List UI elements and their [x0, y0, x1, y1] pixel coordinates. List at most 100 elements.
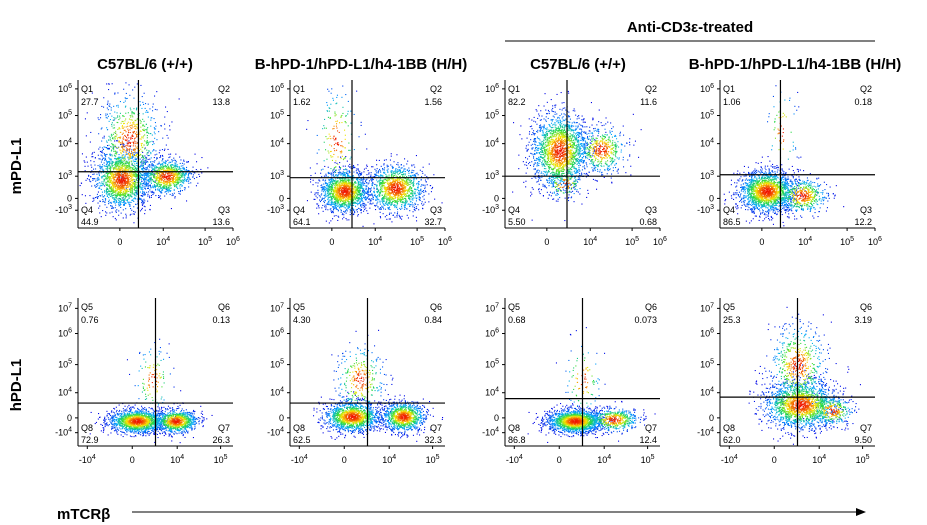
event-dot	[135, 147, 137, 149]
event-dot	[419, 190, 421, 192]
event-dot	[152, 110, 154, 112]
event-dot	[108, 184, 110, 186]
event-dot	[324, 118, 326, 120]
event-dot	[141, 178, 143, 180]
event-dot	[139, 158, 141, 160]
event-dot	[109, 177, 111, 179]
event-dot	[123, 204, 125, 206]
event-dot	[119, 203, 121, 205]
event-dot	[335, 174, 337, 176]
event-dot	[189, 178, 191, 180]
event-dot	[399, 169, 401, 171]
event-dot	[325, 189, 327, 191]
event-dot	[105, 164, 107, 166]
event-dot	[109, 188, 111, 190]
event-dot	[366, 178, 368, 180]
event-dot	[178, 191, 180, 193]
event-dot	[114, 174, 116, 176]
event-dot	[163, 184, 165, 186]
event-dot	[166, 186, 168, 188]
event-dot	[87, 165, 89, 167]
event-dot	[160, 192, 162, 194]
event-dot	[366, 210, 368, 212]
event-dot	[177, 168, 179, 170]
event-dot	[370, 187, 372, 189]
event-dot	[344, 211, 346, 213]
event-dot	[179, 187, 181, 189]
event-dot	[389, 203, 391, 205]
event-dot	[119, 169, 121, 171]
event-dot	[142, 195, 144, 197]
event-dot	[416, 197, 418, 199]
event-dot	[160, 172, 162, 174]
event-dot	[139, 104, 141, 106]
event-dot	[140, 188, 142, 190]
event-dot	[98, 133, 100, 135]
event-dot	[318, 149, 320, 151]
event-dot	[120, 176, 122, 178]
event-dot	[146, 140, 148, 142]
event-dot	[327, 197, 329, 199]
event-dot	[364, 209, 366, 211]
event-dot	[340, 156, 342, 158]
event-dot	[422, 196, 424, 198]
event-dot	[405, 202, 407, 204]
event-dot	[146, 144, 148, 146]
event-dot	[115, 162, 117, 164]
event-dot	[97, 178, 99, 180]
event-dot	[129, 122, 131, 124]
event-dot	[126, 165, 128, 167]
event-dot	[329, 199, 331, 201]
event-dot	[324, 200, 326, 202]
event-dot	[97, 176, 99, 178]
event-dot	[118, 175, 120, 177]
event-dot	[117, 157, 119, 159]
event-dot	[364, 192, 366, 194]
event-dot	[367, 195, 369, 197]
event-dot	[128, 159, 130, 161]
event-dot	[363, 171, 365, 173]
event-dot	[122, 177, 124, 179]
event-dot	[335, 103, 337, 105]
event-dot	[173, 183, 175, 185]
event-dot	[155, 165, 157, 167]
event-dot	[343, 214, 345, 216]
event-dot	[124, 167, 126, 169]
event-dot	[160, 191, 162, 193]
event-dot	[137, 180, 139, 182]
event-dot	[353, 149, 355, 151]
event-dot	[322, 128, 324, 130]
event-dot	[362, 190, 364, 192]
event-dot	[113, 124, 115, 126]
event-dot	[121, 188, 123, 190]
event-dot	[113, 167, 115, 169]
event-dot	[361, 197, 363, 199]
event-dot	[143, 194, 145, 196]
event-dot	[158, 179, 160, 181]
event-dot	[175, 161, 177, 163]
event-dot	[181, 176, 183, 178]
event-dot	[105, 211, 107, 213]
event-dot	[147, 180, 149, 182]
event-dot	[399, 207, 401, 209]
event-dot	[136, 168, 138, 170]
event-dot	[99, 195, 101, 197]
event-dot	[166, 183, 168, 185]
event-dot	[118, 205, 120, 207]
event-dot	[330, 181, 332, 183]
event-dot	[164, 174, 166, 176]
event-dot	[186, 179, 188, 181]
event-dot	[168, 166, 170, 168]
event-dot	[133, 131, 135, 133]
event-dot	[135, 175, 137, 177]
event-dot	[173, 157, 175, 159]
event-dot	[331, 187, 333, 189]
event-dot	[174, 159, 176, 161]
event-dot	[161, 187, 163, 189]
event-dot	[118, 157, 120, 159]
event-dot	[84, 195, 86, 197]
event-dot	[103, 146, 105, 148]
event-dot	[169, 168, 171, 170]
event-dot	[347, 175, 349, 177]
event-dot	[165, 172, 167, 174]
